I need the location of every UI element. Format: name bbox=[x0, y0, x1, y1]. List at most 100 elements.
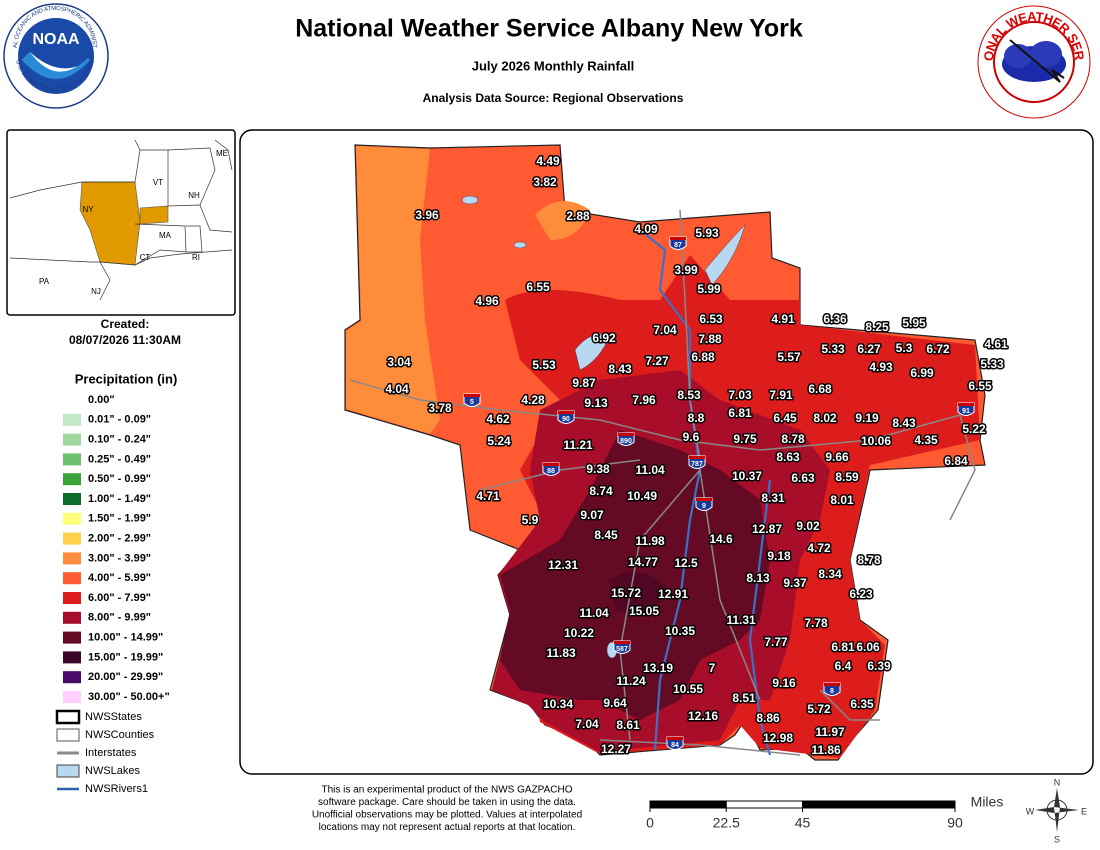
station-value: 6.68 bbox=[808, 382, 832, 396]
interstate-number: 5 bbox=[470, 399, 474, 406]
station-value: 3.78 bbox=[428, 401, 452, 415]
station-value: 6.81 bbox=[831, 640, 855, 654]
scale-segment bbox=[725, 800, 803, 809]
station-value: 8.43 bbox=[608, 362, 632, 376]
station-value: 3.82 bbox=[533, 175, 557, 189]
station-value: 7.96 bbox=[632, 393, 656, 407]
station-value: 7.27 bbox=[645, 354, 669, 368]
interstate-number: 787 bbox=[691, 461, 703, 468]
legend-swatch bbox=[63, 611, 81, 624]
station-value: 9.66 bbox=[825, 450, 849, 464]
station-value: 12.27 bbox=[601, 742, 631, 756]
layer-label: NWSStates bbox=[85, 711, 142, 723]
layer-label: NWSRivers1 bbox=[85, 783, 148, 795]
legend-swatch bbox=[63, 512, 81, 525]
state-label: PA bbox=[39, 277, 50, 286]
noaa-text: NOAA bbox=[32, 31, 80, 48]
station-value: 6.36 bbox=[823, 312, 847, 326]
station-value: 11.97 bbox=[815, 725, 845, 739]
station-value: 8.45 bbox=[594, 528, 618, 542]
interstate-number: 84 bbox=[671, 742, 679, 749]
station-value: 11.04 bbox=[635, 463, 665, 477]
layer-label: NWSCounties bbox=[85, 729, 155, 741]
interstate-number: 587 bbox=[616, 646, 628, 653]
station-value: 6.72 bbox=[926, 342, 950, 356]
region-15-20 bbox=[610, 572, 670, 613]
station-value: 6.92 bbox=[592, 331, 616, 345]
station-value: 6.84 bbox=[944, 454, 968, 468]
station-value: 6.06 bbox=[856, 640, 880, 654]
station-value: 8.53 bbox=[677, 388, 701, 402]
station-value: 11.86 bbox=[811, 743, 841, 757]
station-value: 6.88 bbox=[691, 350, 715, 364]
station-value: 8.51 bbox=[732, 691, 756, 705]
station-value: 14.6 bbox=[709, 532, 733, 546]
station-value: 5.22 bbox=[962, 422, 986, 436]
station-value: 4.61 bbox=[984, 337, 1008, 351]
station-value: 6.27 bbox=[857, 342, 881, 356]
station-value: 11.04 bbox=[579, 606, 609, 620]
interstate-shield bbox=[669, 236, 687, 250]
layer-label: NWSLakes bbox=[85, 765, 141, 777]
station-value: 9.16 bbox=[772, 676, 796, 690]
state-label: NY bbox=[82, 205, 94, 214]
legend-label: 20.00" - 29.99" bbox=[88, 671, 163, 683]
layer-label: Interstates bbox=[85, 747, 137, 759]
station-value: 8.86 bbox=[756, 711, 780, 725]
interstate-shield bbox=[613, 640, 631, 654]
legend-label: 2.00" - 2.99" bbox=[88, 533, 151, 545]
station-value: 11.83 bbox=[546, 646, 576, 660]
legend-label: 6.00" - 7.99" bbox=[88, 592, 151, 604]
station-value: 6.45 bbox=[773, 411, 797, 425]
station-value: 12.87 bbox=[752, 522, 782, 536]
station-value: 8.43 bbox=[892, 416, 916, 430]
station-value: 9.02 bbox=[796, 519, 820, 533]
layer-icon bbox=[55, 709, 81, 725]
station-value: 6.99 bbox=[910, 366, 934, 380]
station-value: 8.34 bbox=[818, 567, 842, 581]
lakes bbox=[461, 195, 746, 659]
noaa-logo: NOAA NATIONAL OCEANIC AND ATMOSPHERIC AD… bbox=[0, 0, 109, 109]
station-value: 8.78 bbox=[781, 432, 805, 446]
station-value: 5.99 bbox=[697, 282, 721, 296]
compass-letter: E bbox=[1081, 806, 1087, 816]
station-value: 6.35 bbox=[850, 697, 874, 711]
station-value: 12.31 bbox=[548, 558, 578, 572]
station-value: 9.37 bbox=[783, 576, 807, 590]
legend-swatch bbox=[63, 572, 81, 585]
legend-label: 4.00" - 5.99" bbox=[88, 572, 151, 584]
station-value: 2.88 bbox=[566, 209, 590, 223]
station-value: 9.07 bbox=[580, 508, 604, 522]
scale-segment bbox=[649, 800, 727, 809]
interstate-number: 90 bbox=[562, 416, 570, 423]
station-value: 9.19 bbox=[855, 411, 879, 425]
interstate-number: 890 bbox=[620, 438, 632, 445]
interstate-shield-top bbox=[618, 433, 634, 436]
station-value: 4.04 bbox=[385, 382, 409, 396]
legend-swatch bbox=[63, 592, 81, 604]
station-value: 9.75 bbox=[733, 432, 757, 446]
interstate-number: 88 bbox=[547, 468, 555, 475]
station-value: 10.55 bbox=[673, 682, 703, 696]
state-label: NH bbox=[188, 191, 200, 200]
station-value: 6.55 bbox=[968, 379, 992, 393]
station-value: 15.72 bbox=[611, 586, 641, 600]
interstate-shield bbox=[666, 736, 684, 750]
station-value: 7.04 bbox=[575, 717, 599, 731]
legend-label: 0.50" - 0.99" bbox=[88, 473, 151, 485]
station-value: 8.01 bbox=[830, 493, 854, 507]
station-value: 7.88 bbox=[698, 332, 722, 346]
region-3-4 bbox=[535, 201, 590, 240]
station-value: 4.72 bbox=[807, 541, 831, 555]
station-value: 14.77 bbox=[628, 555, 658, 569]
station-value: 4.62 bbox=[486, 412, 510, 426]
interstate-shield bbox=[557, 410, 575, 424]
station-value: 7.04 bbox=[653, 323, 677, 337]
station-value: 15.05 bbox=[629, 604, 659, 618]
created-date: 08/07/2026 11:30AM bbox=[69, 333, 181, 347]
station-value: 8.31 bbox=[761, 491, 785, 505]
region-3-4 bbox=[346, 146, 440, 434]
layer-icon bbox=[56, 728, 80, 742]
station-value: 3.99 bbox=[674, 263, 698, 277]
